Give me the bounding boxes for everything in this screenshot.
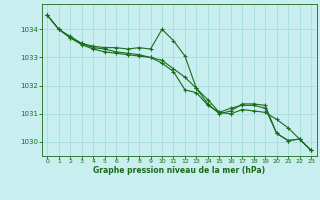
X-axis label: Graphe pression niveau de la mer (hPa): Graphe pression niveau de la mer (hPa) xyxy=(93,166,265,175)
